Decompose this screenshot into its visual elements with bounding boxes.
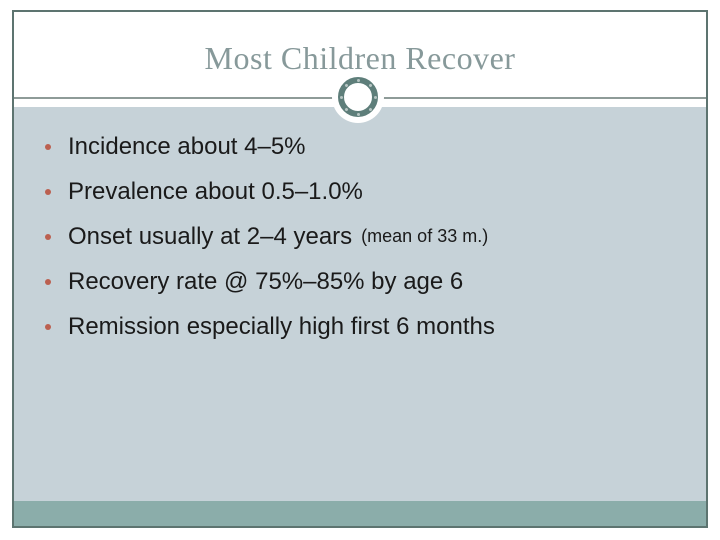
ring-notch xyxy=(339,95,343,99)
ring-notch xyxy=(343,106,349,112)
bullet-text: Recovery rate @ 75%–85% by age 6 xyxy=(68,267,464,295)
list-item: Incidence about 4–5% xyxy=(14,124,706,169)
list-item: Remission especially high first 6 months xyxy=(14,304,706,349)
bullet-text: Prevalence about 0.5–1.0% xyxy=(68,177,363,205)
ring-notch xyxy=(356,78,360,82)
ring-notch xyxy=(367,82,373,88)
bullet-list: Incidence about 4–5% Prevalence about 0.… xyxy=(14,107,706,349)
bullet-text: Onset usually at 2–4 years xyxy=(68,222,353,250)
ring-notch xyxy=(356,112,360,116)
bullet-icon xyxy=(45,278,51,285)
slide-title: Most Children Recover xyxy=(204,40,516,76)
list-item: Onset usually at 2–4 years (mean of 33 m… xyxy=(14,214,706,259)
content-area: Incidence about 4–5% Prevalence about 0.… xyxy=(14,107,706,501)
bullet-text: Incidence about 4–5% xyxy=(68,132,306,160)
bullet-note: (mean of 33 m.) xyxy=(361,226,489,246)
circle-ornament xyxy=(332,71,384,123)
slide: Most Children Recover Incidence about 4–… xyxy=(12,10,708,528)
bullet-icon xyxy=(45,233,51,240)
bullet-text: Remission especially high first 6 months xyxy=(68,312,495,340)
bullet-icon xyxy=(45,143,51,150)
list-item: Recovery rate @ 75%–85% by age 6 xyxy=(14,259,706,304)
notched-ring-icon xyxy=(338,77,378,117)
bullet-icon xyxy=(45,188,51,195)
footer-bar xyxy=(14,501,706,526)
list-item: Prevalence about 0.5–1.0% xyxy=(14,169,706,214)
ring-notch xyxy=(343,82,349,88)
ring-notch xyxy=(373,95,377,99)
ring-notch xyxy=(367,106,373,112)
bullet-icon xyxy=(45,323,51,330)
